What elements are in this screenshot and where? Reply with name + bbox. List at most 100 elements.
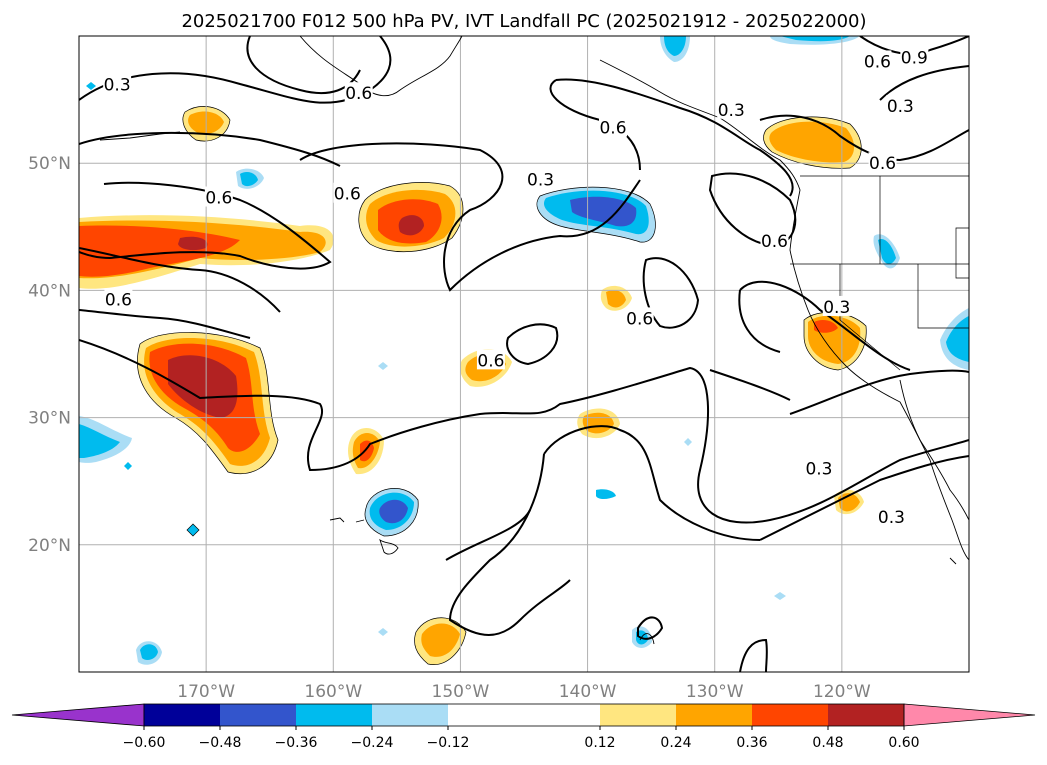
negative-anomaly-region (878, 238, 896, 264)
negative-anomaly-region (378, 362, 388, 370)
positive-anomaly-region (168, 355, 238, 418)
contour-label: 0.3 (805, 459, 832, 479)
colorbar-segment (144, 704, 220, 726)
longitude-labels: 170°W 160°W 150°W 140°W 130°W 120°W (177, 682, 871, 702)
colorbar-tick-label: −0.60 (123, 735, 166, 751)
positive-anomaly-region (360, 440, 374, 462)
colorbar-segment (676, 704, 752, 726)
negative-anomaly-region (79, 424, 120, 458)
lon-tick-label: 150°W (432, 682, 490, 702)
contour-label-bg (900, 46, 929, 67)
lon-tick-label: 170°W (177, 682, 235, 702)
colorbar-extend-max (903, 703, 1036, 727)
contour-label-bg (526, 168, 555, 189)
contour-label-bg (599, 116, 627, 137)
lat-tick-label: 40°N (28, 281, 71, 301)
lon-tick-label: 130°W (686, 682, 744, 702)
lon-tick-label: 120°W (813, 682, 871, 702)
contour-label-bg (760, 229, 789, 250)
contour-label-bg (204, 186, 233, 207)
negative-anomaly-region (570, 196, 637, 227)
colorbar-tick-label: −0.36 (275, 735, 318, 751)
contour-label: 0.3 (823, 298, 850, 318)
contour-label: 0.6 (205, 189, 232, 209)
colorbar-tick-label: −0.48 (199, 735, 242, 751)
contour-label-bg (822, 295, 851, 316)
negative-anomaly-region (946, 316, 969, 362)
positive-anomaly-region (606, 290, 626, 308)
contour-label-bg (344, 82, 373, 103)
negative-anomaly-region (379, 499, 408, 524)
negative-anomaly-region (684, 438, 692, 446)
contour-label: 0.6 (477, 351, 504, 371)
contour-label: 0.3 (887, 97, 914, 117)
contour-labels: 0.3 0.6 0.6 0.3 0.6 0.9 0.3 0.6 0.6 0.6 0.3 0.6 0.6 0… (103, 46, 929, 528)
negative-anomaly-region (664, 36, 686, 56)
contour-label-bg (886, 94, 915, 115)
contour-label: 0.3 (527, 171, 554, 191)
contour-label: 0.3 (878, 508, 905, 528)
contour-label: 0.6 (105, 290, 132, 310)
colorbar-tick-label: −0.24 (351, 735, 394, 751)
contour-label-bg (717, 98, 746, 119)
positive-anomaly-region (769, 121, 855, 163)
positive-anomaly-region (178, 236, 208, 251)
contour-label-bg (333, 182, 362, 203)
negative-anomaly-region (86, 82, 96, 90)
negative-anomaly-region (240, 172, 258, 187)
chart-title: 2025021700 F012 500 hPa PV, IVT Landfall… (181, 11, 866, 32)
contour-label: 0.6 (761, 232, 788, 252)
negative-anomaly-region (774, 592, 786, 600)
contour-label-bg (868, 152, 897, 173)
colorbar-tick-label: 0.24 (660, 735, 691, 751)
colorbar: −0.60 −0.48 −0.36 −0.24 −0.12 0.12 0.24 0.36 0.4… (11, 703, 1036, 751)
contour-label: 0.6 (864, 52, 891, 72)
contour-label-bg (104, 288, 133, 309)
map-gridlines (79, 36, 969, 672)
lat-tick-label: 30°N (28, 409, 71, 429)
contour-label: 0.6 (599, 119, 626, 139)
colorbar-tick-label: 0.12 (584, 735, 615, 751)
negative-anomaly-region (780, 36, 850, 42)
lat-tick-label: 20°N (28, 536, 71, 556)
positive-anomaly-region (398, 215, 424, 236)
colorbar-segment (448, 704, 600, 726)
contour-label: 0.6 (869, 154, 896, 174)
colorbar-segment (220, 704, 296, 726)
contour-label: 0.9 (901, 49, 928, 69)
lon-tick-label: 160°W (304, 682, 362, 702)
shading-layer (79, 36, 969, 665)
positive-anomaly-region (421, 623, 460, 657)
lon-tick-label: 140°W (559, 682, 617, 702)
colorbar-extend-min (11, 703, 145, 727)
contour-label-bg (804, 457, 833, 478)
negative-anomaly-region (140, 644, 158, 660)
contour-label-bg (625, 307, 654, 328)
colorbar-tick-label: −0.12 (427, 735, 470, 751)
contour-label: 0.6 (345, 84, 372, 104)
shading-outlines (137, 106, 867, 665)
positive-anomaly-region (814, 320, 838, 333)
lat-tick-label: 50°N (28, 154, 71, 174)
map-area: 0.3 0.6 0.6 0.3 0.6 0.9 0.3 0.6 0.6 0.6 0.3 0.6 0.6 0… (79, 36, 969, 672)
colorbar-segment (372, 704, 448, 726)
colorbar-outline (143, 703, 905, 727)
latitude-labels: 20°N 30°N 40°N 50°N (28, 154, 71, 556)
contour-label-bg (863, 50, 892, 71)
colorbar-segment (752, 704, 828, 726)
contour-label-bg (877, 505, 906, 526)
negative-anomaly-region (596, 489, 616, 499)
contour-label: 0.3 (104, 75, 131, 95)
negative-anomaly-region (124, 462, 132, 470)
negative-anomaly-region (378, 628, 388, 636)
colorbar-segment (828, 704, 904, 726)
colorbar-tick-label: 0.36 (736, 735, 767, 751)
contour-label: 0.6 (334, 185, 361, 205)
colorbar-segment (296, 704, 372, 726)
colorbar-tick-label: 0.48 (812, 735, 843, 751)
political-borders (790, 175, 969, 371)
contour-label: 0.6 (626, 309, 653, 329)
contour-label-bg (476, 349, 505, 370)
contour-label: 0.3 (718, 101, 745, 121)
